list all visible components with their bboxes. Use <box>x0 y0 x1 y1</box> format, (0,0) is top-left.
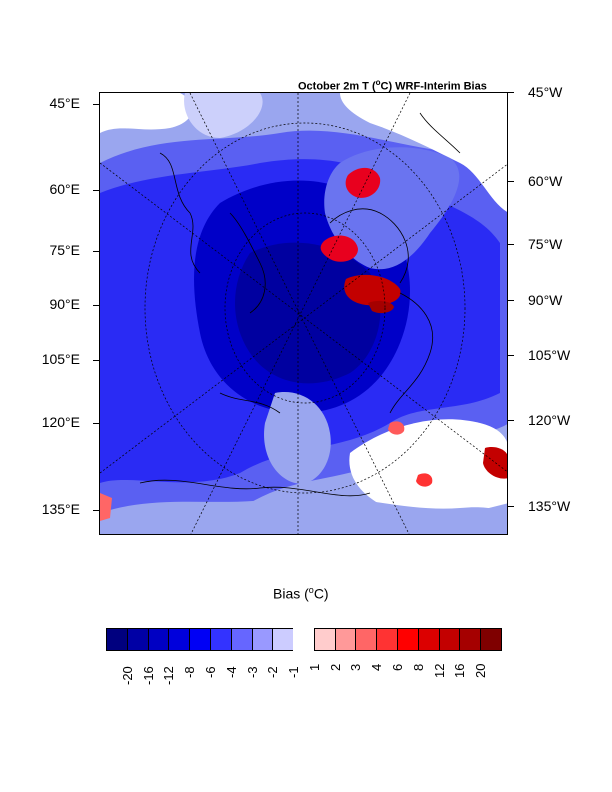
colorbar-label: 20 <box>473 663 489 678</box>
warm-patch-1 <box>345 167 381 198</box>
colorbar-label: 16 <box>452 663 468 678</box>
field-neutral-ne <box>340 93 507 212</box>
graticule <box>100 93 507 534</box>
lon-label-right-5: 105°W <box>528 347 571 363</box>
colorbar-label: 2 <box>327 663 343 671</box>
colorbar-swatch <box>251 628 274 651</box>
warm-patch-5 <box>483 447 507 479</box>
tick-left <box>93 305 99 306</box>
lon-label-left-3: 75°E <box>49 242 80 258</box>
colorbar-label: -3 <box>244 666 260 678</box>
tick-right <box>508 506 514 507</box>
lon-label-right-2: 60°W <box>528 173 563 189</box>
colorbar-label: -8 <box>182 666 198 678</box>
lon-label-left-7: 135°E <box>41 501 80 517</box>
colorbar-swatch <box>313 628 336 651</box>
warm-patch-8 <box>100 493 112 521</box>
lon-label-right-6: 120°W <box>528 412 571 428</box>
colorbar <box>106 628 502 653</box>
colorbar-swatch <box>126 628 149 651</box>
tick-left <box>93 190 99 191</box>
tick-left <box>93 251 99 252</box>
colorbar-label: -12 <box>161 666 177 685</box>
colorbar-label: 4 <box>369 663 385 671</box>
tick-right <box>508 355 514 356</box>
coastlines <box>139 112 461 497</box>
colorbar-label: 1 <box>306 663 322 671</box>
colorbar-swatch <box>272 628 295 651</box>
colorbar-label: -6 <box>202 666 218 678</box>
colorbar-swatch <box>189 628 211 651</box>
lon-label-right-4: 90°W <box>528 292 563 308</box>
colorbar-swatch <box>459 628 482 651</box>
field-neutral-se <box>349 419 507 518</box>
colorbar-swatch <box>480 628 502 651</box>
field-core-bias <box>235 242 381 384</box>
field-neutral-nw <box>100 93 193 133</box>
colorbar-swatch <box>376 628 399 651</box>
colorbar-swatch <box>397 628 419 651</box>
colorbar-swatch <box>147 628 170 651</box>
field-weak-n <box>184 93 263 138</box>
colorbar-label: 6 <box>390 663 406 671</box>
colorbar-label: -1 <box>286 666 302 678</box>
colorbar-swatch <box>355 628 378 651</box>
colorbar-swatch <box>209 628 232 651</box>
tick-right <box>508 181 514 182</box>
warm-patch-2 <box>320 235 358 262</box>
lon-label-left-5: 105°E <box>41 351 80 367</box>
bias-map <box>99 92 508 535</box>
lon-label-left-2: 60°E <box>49 181 80 197</box>
colorbar-label: -20 <box>119 666 135 685</box>
tick-right <box>508 92 514 93</box>
warm-patch-3 <box>344 274 401 306</box>
warm-patch-6 <box>388 421 405 435</box>
lon-label-right-3: 75°W <box>528 236 563 252</box>
lon-label-right-1: 45°W <box>528 84 563 100</box>
colorbar-label: -16 <box>140 666 156 685</box>
colorbar-swatch <box>293 628 315 651</box>
tick-right <box>508 300 514 301</box>
lon-label-left-6: 120°E <box>41 414 80 430</box>
map-title: October 2m T (oC) WRF-Interim Bias <box>298 78 487 93</box>
tick-right <box>508 420 514 421</box>
tick-left <box>93 360 99 361</box>
warm-patch-7 <box>416 473 433 487</box>
bias-field <box>100 93 507 534</box>
colorbar-swatch <box>168 628 191 651</box>
colorbar-label: -4 <box>223 666 239 678</box>
lon-label-left-1: 45°E <box>49 95 80 111</box>
colorbar-swatch <box>417 628 440 651</box>
colorbar-title: Bias (oC) <box>273 585 329 602</box>
colorbar-label: 8 <box>410 663 426 671</box>
colorbar-label: 12 <box>431 663 447 678</box>
colorbar-swatch <box>334 628 357 651</box>
tick-left <box>93 423 99 424</box>
lon-label-right-7: 135°W <box>528 498 571 514</box>
tick-right <box>508 244 514 245</box>
colorbar-label: 3 <box>348 663 364 671</box>
colorbar-swatch <box>106 628 128 651</box>
field-south-strip <box>100 495 507 534</box>
lon-label-left-4: 90°E <box>49 296 80 312</box>
colorbar-swatch <box>438 628 461 651</box>
colorbar-label: -2 <box>265 666 281 678</box>
tick-left <box>93 104 99 105</box>
warm-patch-4 <box>368 300 394 314</box>
colorbar-swatch <box>230 628 253 651</box>
field-siberia-light <box>264 392 331 484</box>
tick-left <box>93 510 99 511</box>
